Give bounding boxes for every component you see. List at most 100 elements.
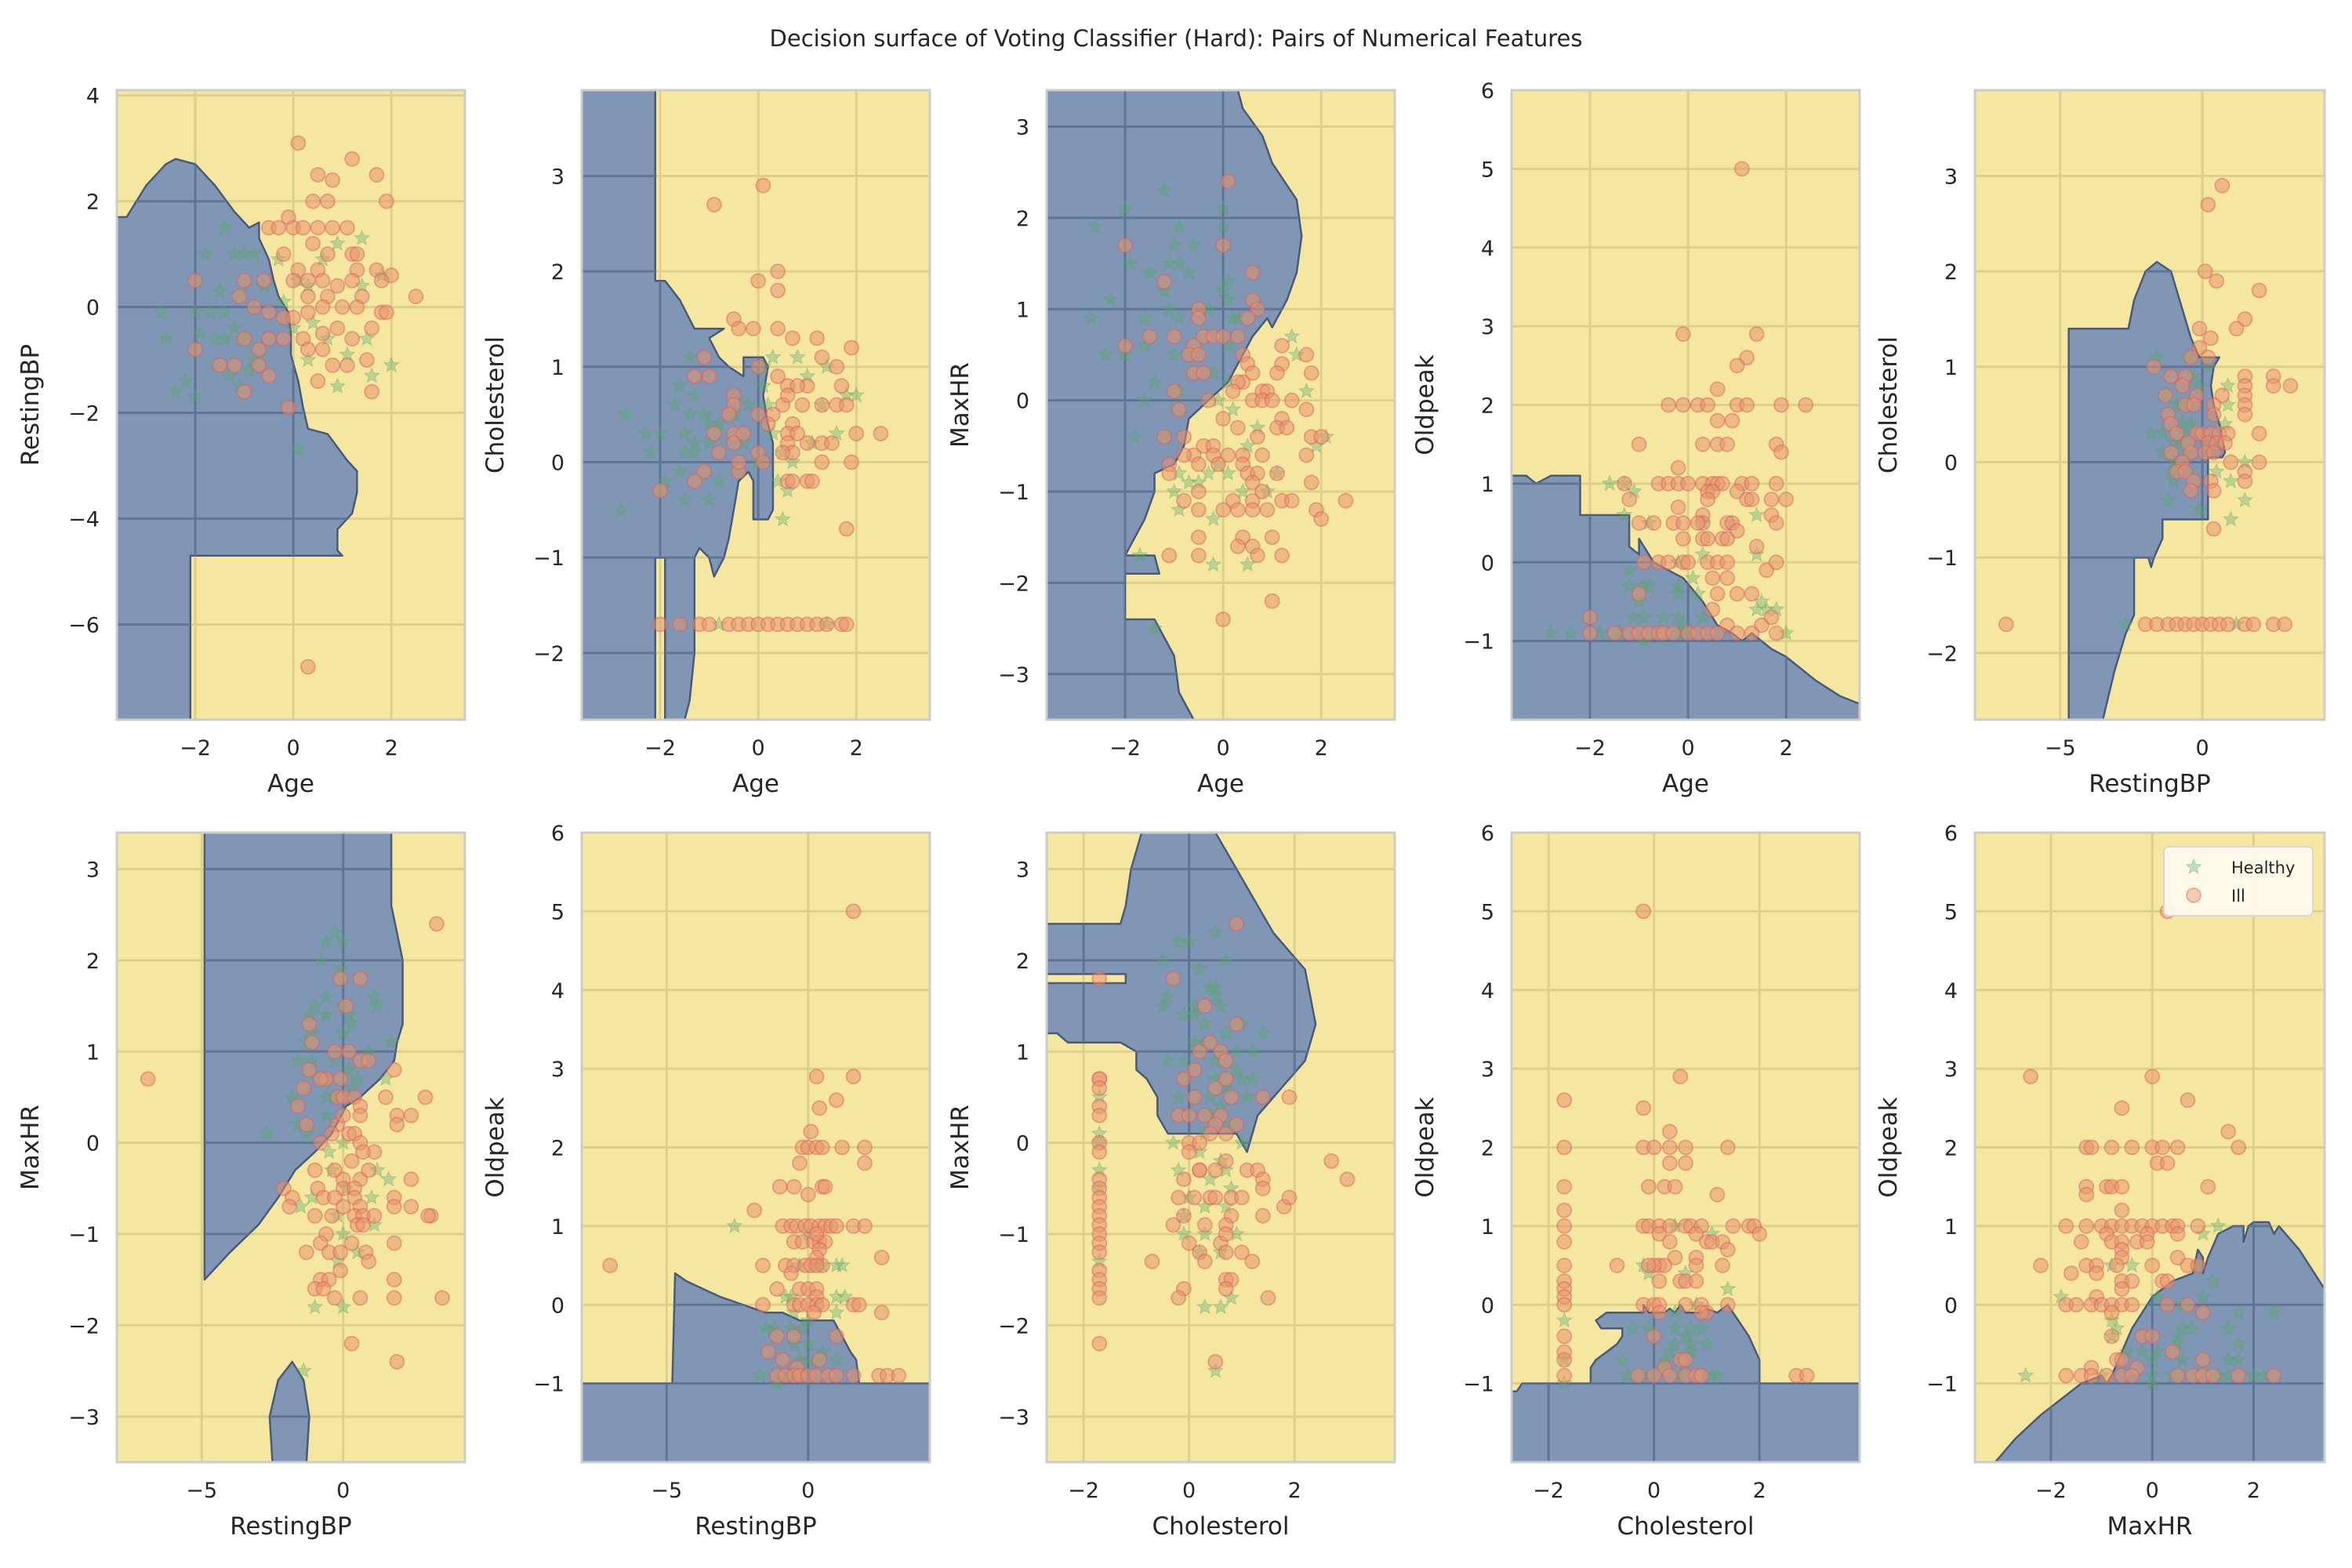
ill-point: [1190, 347, 1207, 363]
healthy-point: [1254, 1024, 1272, 1041]
ill-point: [1254, 484, 1271, 500]
ill-point: [725, 435, 742, 452]
ill-point: [1254, 1180, 1271, 1196]
healthy-point: [326, 924, 343, 941]
healthy-point: [2143, 1351, 2161, 1367]
healthy-point: [328, 234, 347, 251]
ill-point: [1719, 1241, 1736, 1258]
x-axis-label: Age: [732, 770, 779, 798]
healthy-point: [2245, 1367, 2263, 1383]
ill-point: [770, 321, 786, 337]
ill-point: [2183, 349, 2199, 365]
ill-point: [1631, 586, 1647, 602]
ill-point: [1264, 593, 1280, 609]
ill-point: [1218, 1226, 1234, 1243]
ill-point: [2163, 368, 2180, 384]
ill-point: [420, 1207, 437, 1224]
ill-point: [1661, 397, 1677, 413]
ill-point: [720, 406, 737, 423]
ill-point: [1556, 1297, 1573, 1313]
ill-point: [1714, 475, 1730, 492]
ill-point: [319, 246, 336, 263]
ill-point: [803, 1123, 819, 1140]
ill-point: [1240, 310, 1256, 326]
ill-point: [809, 330, 826, 347]
ill-point: [1733, 161, 1750, 177]
ill-point: [1704, 570, 1721, 586]
healthy-point: [2133, 1343, 2151, 1359]
y-tick-label: 0: [1481, 551, 1494, 575]
healthy-point: [285, 319, 302, 336]
ill-point: [1207, 1353, 1224, 1370]
healthy-point: [196, 245, 214, 262]
ill-point: [358, 352, 375, 368]
y-tick-label: 6: [1481, 79, 1494, 103]
ill-point: [1661, 1218, 1678, 1234]
ill-point: [652, 616, 669, 633]
ill-point: [251, 357, 267, 373]
ill-point: [290, 1098, 307, 1115]
ill-point: [1192, 1044, 1208, 1060]
x-tick-label: −5: [2045, 736, 2076, 760]
healthy-point: [216, 303, 234, 320]
ill-point: [1768, 515, 1784, 532]
ill-point: [2205, 445, 2222, 461]
healthy-point: [211, 282, 229, 299]
ill-point: [1186, 1189, 1203, 1206]
subplot-3: −2 0 2 −3 −2 −1 0 1 2 3 Age MaxHR: [946, 89, 1396, 798]
ill-point: [833, 378, 850, 394]
ill-point: [2159, 1273, 2176, 1290]
healthy-point: [1708, 1367, 1726, 1383]
healthy-point: [686, 443, 703, 460]
x-tick-label: 2: [850, 736, 863, 760]
healthy-point: [652, 424, 669, 441]
ill-point: [299, 289, 316, 305]
healthy-point: [318, 933, 335, 949]
ill-point: [1661, 1139, 1678, 1156]
ill-point: [2191, 339, 2208, 356]
ill-point: [873, 1305, 890, 1321]
ill-point: [786, 1328, 802, 1345]
healthy-point: [206, 329, 223, 347]
ill-point: [1190, 547, 1207, 564]
healthy-point: [340, 1061, 358, 1077]
ill-point: [1200, 392, 1217, 408]
healthy-region: [268, 1360, 310, 1462]
healthy-point: [676, 491, 694, 508]
ill-point: [2200, 1178, 2216, 1195]
healthy-point: [216, 329, 234, 347]
y-tick-label: 0: [1944, 1294, 1958, 1318]
ill-point: [735, 426, 752, 441]
ill-point: [750, 406, 767, 423]
healthy-point: [245, 245, 263, 262]
healthy-point: [226, 319, 243, 336]
ill-point: [1229, 419, 1246, 436]
y-tick-label: 1: [1016, 298, 1029, 322]
healthy-point: [612, 500, 630, 517]
ill-point: [319, 193, 336, 209]
healthy-point: [167, 383, 184, 399]
ill-point: [1680, 475, 1697, 492]
x-tick-label: −5: [186, 1479, 217, 1503]
ill-point: [417, 1089, 434, 1105]
healthy-point: [2154, 424, 2172, 441]
ill-point: [2114, 1178, 2130, 1195]
healthy-point: [1214, 200, 1232, 216]
ill-point: [2251, 454, 2267, 470]
ill-point: [2217, 435, 2234, 452]
ill-point: [1215, 237, 1232, 253]
ill-point: [280, 399, 296, 416]
x-tick-label: 2: [1753, 1479, 1766, 1503]
ill-point: [256, 272, 272, 289]
healthy-point: [1666, 1319, 1684, 1336]
ill-point: [686, 368, 702, 384]
ill-point: [2245, 616, 2262, 633]
y-tick-label: −4: [68, 508, 100, 532]
ill-point: [755, 177, 771, 194]
subplot-2: −2 0 2 −2 −1 0 1 2 3 Age Cholesterol: [481, 89, 931, 798]
ill-point: [1798, 397, 1814, 413]
healthy-point: [1160, 254, 1178, 271]
healthy-point: [1165, 236, 1183, 252]
ill-point: [1635, 554, 1652, 571]
x-axis-label: MaxHR: [2107, 1512, 2193, 1541]
